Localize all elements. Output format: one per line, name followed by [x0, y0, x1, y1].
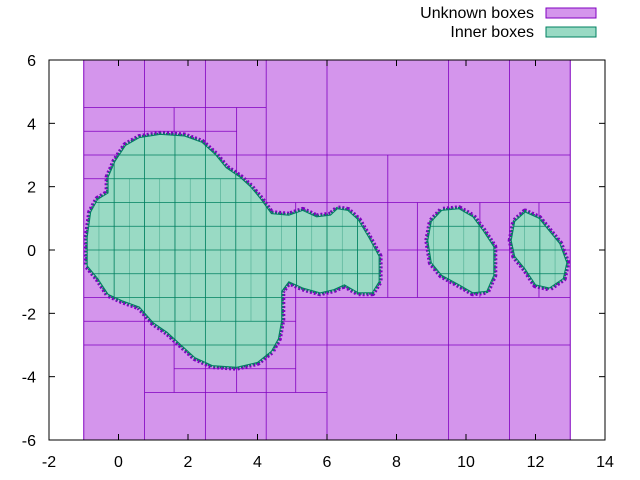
y-tick-label: 0 [27, 243, 36, 260]
x-tick-label: 6 [323, 454, 332, 471]
x-tick-label: 14 [596, 454, 614, 471]
legend-label-inner: Inner boxes [450, 24, 534, 41]
y-tick-label: -6 [22, 433, 36, 450]
y-tick-label: 4 [27, 116, 36, 133]
inner-shape-main [86, 133, 380, 368]
y-tick-label: 6 [27, 53, 36, 70]
inner-shape-lobe-1 [427, 208, 495, 294]
legend-label-unknown: Unknown boxes [420, 5, 534, 22]
x-tick-label: 0 [114, 454, 123, 471]
x-tick-label: 12 [527, 454, 545, 471]
x-tick-label: -2 [42, 454, 56, 471]
inner-boxes [85, 132, 569, 370]
y-tick-label: -4 [22, 370, 36, 387]
x-tick-label: 2 [184, 454, 193, 471]
y-tick-label: -2 [22, 306, 36, 323]
x-tick-label: 8 [392, 454, 401, 471]
legend-entry-inner: Inner boxes [450, 24, 597, 41]
x-tick-label: 10 [457, 454, 475, 471]
y-axis: -6 -4 -2 0 2 4 6 [22, 53, 605, 450]
x-tick-label: 4 [253, 454, 262, 471]
y-tick-label: 2 [27, 180, 36, 197]
legend-entry-unknown: Unknown boxes [420, 5, 597, 22]
legend: Unknown boxes Inner boxes [420, 5, 597, 41]
legend-swatch-unknown [545, 7, 597, 19]
legend-swatch-inner [545, 26, 597, 38]
x-axis: -2 0 2 4 6 8 10 12 14 [42, 60, 614, 471]
